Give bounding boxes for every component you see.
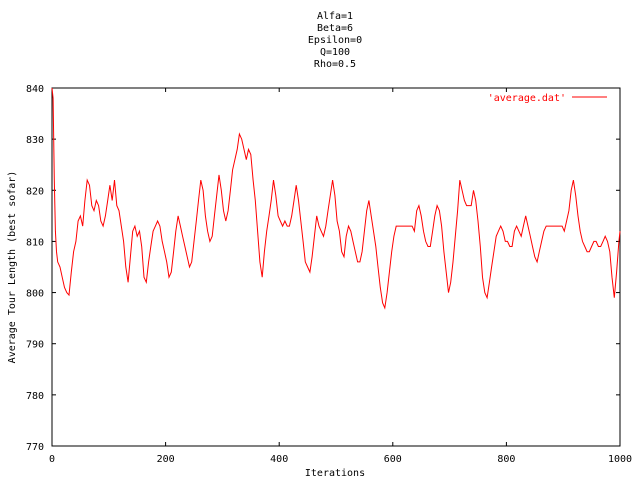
x-tick-label: 200: [157, 454, 175, 465]
x-tick-label: 0: [49, 454, 55, 465]
title-line: Q=100: [320, 47, 350, 58]
series-group: [51, 87, 621, 310]
y-tick-label: 790: [26, 340, 44, 351]
y-tick-label: 830: [26, 135, 44, 146]
series-line: [51, 87, 621, 310]
legend-label: 'average.dat': [488, 93, 566, 104]
y-tick-label: 780: [26, 391, 44, 402]
x-tick-label: 1000: [608, 454, 632, 465]
x-axis: 0 200 400 600 800 1000: [49, 88, 632, 465]
y-tick-label: 770: [26, 442, 44, 453]
title-line: Alfa=1: [317, 11, 353, 22]
y-tick-label: 820: [26, 186, 44, 197]
x-tick-label: 600: [384, 454, 402, 465]
y-tick-label: 810: [26, 237, 44, 248]
title-line: Rho=0.5: [314, 59, 356, 70]
plot-frame: [51, 87, 621, 447]
y-tick-label: 840: [26, 84, 44, 95]
y-tick-label: 800: [26, 289, 44, 300]
title-line: Epsilon=0: [308, 35, 362, 46]
y-axis: 770 780 790 800 810 820 830 840: [26, 84, 620, 453]
x-tick-label: 400: [270, 454, 288, 465]
title-line: Beta=6: [317, 23, 353, 34]
x-axis-label: Iterations: [305, 468, 365, 479]
y-axis-label: Average Tour Length (best sofar): [7, 171, 18, 364]
legend: 'average.dat': [488, 93, 607, 104]
x-tick-label: 800: [497, 454, 515, 465]
